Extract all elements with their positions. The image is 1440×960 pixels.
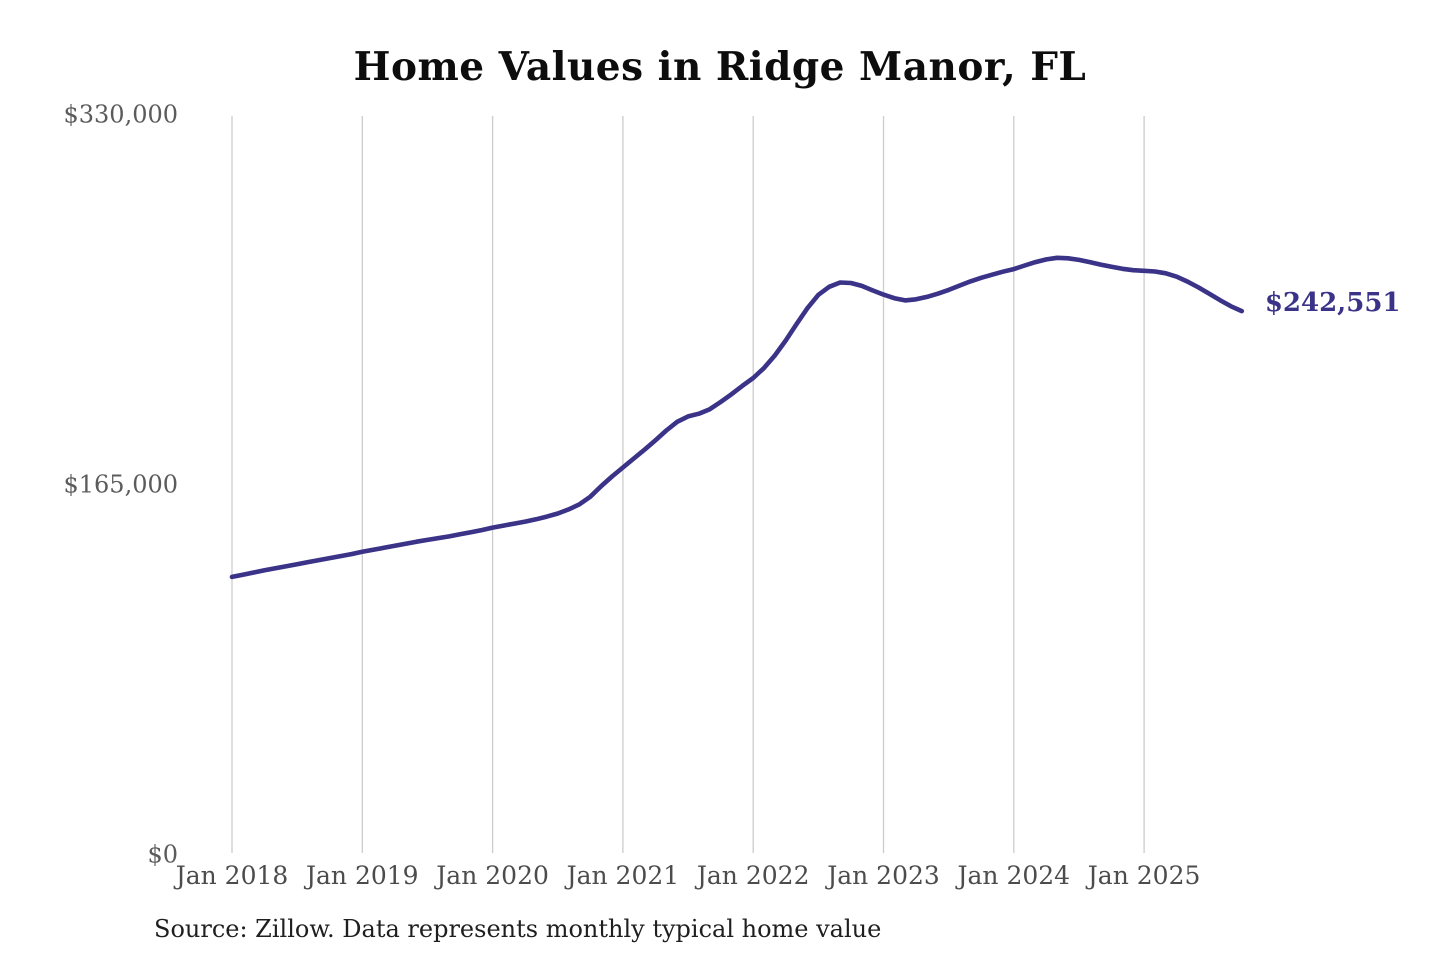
vertical-gridlines	[231, 116, 1145, 853]
x-axis-tick-jan-2023: Jan 2023	[827, 861, 940, 890]
y-axis-tick-165000: $165,000	[63, 470, 178, 499]
x-axis-tick-jan-2020: Jan 2020	[436, 861, 549, 890]
x-axis-tick-jan-2025: Jan 2025	[1087, 861, 1201, 890]
current-value-label: $242,551	[1264, 288, 1401, 319]
x-axis-tick-jan-2018: Jan 2018	[175, 861, 289, 890]
x-axis-tick-jan-2022: Jan 2022	[696, 861, 810, 890]
home-value-line	[229, 255, 1245, 580]
source-note: Source: Zillow. Data represents monthly …	[154, 915, 882, 943]
y-axis-tick-330000: $330,000	[63, 100, 178, 129]
x-axis-tick-jan-2024: Jan 2024	[957, 861, 1071, 890]
x-axis-tick-jan-2021: Jan 2021	[566, 861, 680, 890]
x-axis-tick-jan-2019: Jan 2019	[305, 861, 419, 890]
chart-title: Home Values in Ridge Manor, FL	[353, 44, 1087, 90]
y-axis-tick-0: $0	[147, 840, 178, 869]
